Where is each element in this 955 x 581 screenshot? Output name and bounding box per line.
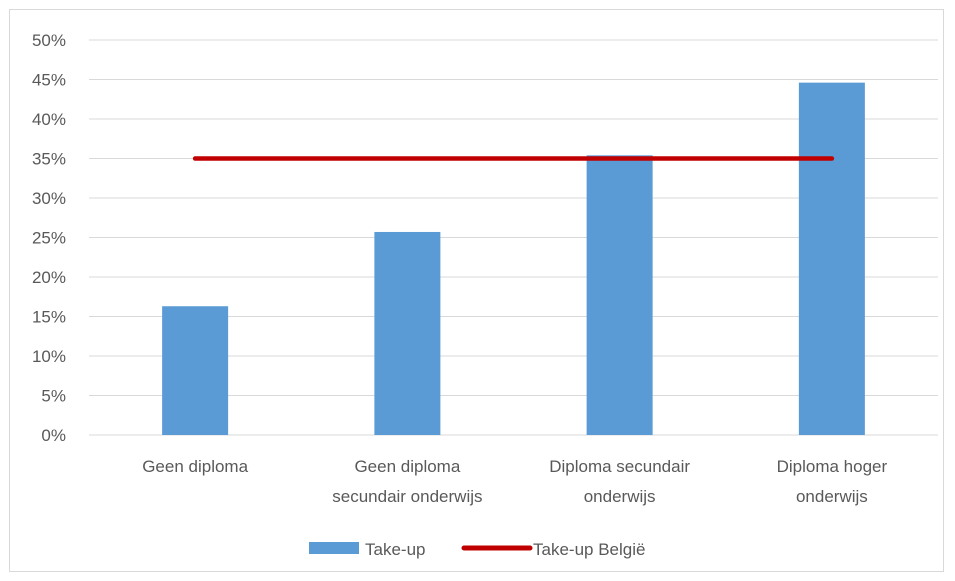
x-category-label: Diploma secundair onderwijs [549, 457, 690, 506]
gridlines [89, 39, 938, 436]
chart-frame [9, 9, 944, 572]
y-tick-label: 45% [32, 71, 66, 90]
legend: Take-up Take-up België [309, 540, 645, 559]
y-tick-label: 25% [32, 229, 66, 248]
y-tick-label: 40% [32, 110, 66, 129]
y-tick-label: 5% [41, 387, 66, 406]
y-tick-label: 50% [32, 31, 66, 50]
legend-label-take-up: Take-up [365, 540, 425, 559]
bar-series [162, 82, 865, 435]
x-category-label: Geen diploma secundair onderwijs [332, 457, 482, 506]
x-category-label: Diploma hoger onderwijs [777, 457, 888, 506]
y-axis-tick-labels: 0% 5% 10% 15% 20% 25% 30% 35% 40% 45% 50% [32, 31, 66, 445]
y-tick-label: 35% [32, 150, 66, 169]
bar [374, 231, 441, 435]
bar [798, 82, 865, 435]
x-category-label: Geen diploma [142, 457, 248, 476]
bar [586, 155, 653, 435]
y-tick-label: 10% [32, 347, 66, 366]
y-tick-label: 30% [32, 189, 66, 208]
x-axis-category-labels: Geen diploma Geen diploma secundair onderw… [142, 457, 887, 506]
bar [162, 306, 229, 435]
y-tick-label: 15% [32, 308, 66, 327]
y-tick-label: 0% [41, 426, 66, 445]
y-tick-label: 20% [32, 268, 66, 287]
legend-swatch-take-up [309, 542, 359, 554]
legend-label-take-up-belgie: Take-up België [533, 540, 645, 559]
